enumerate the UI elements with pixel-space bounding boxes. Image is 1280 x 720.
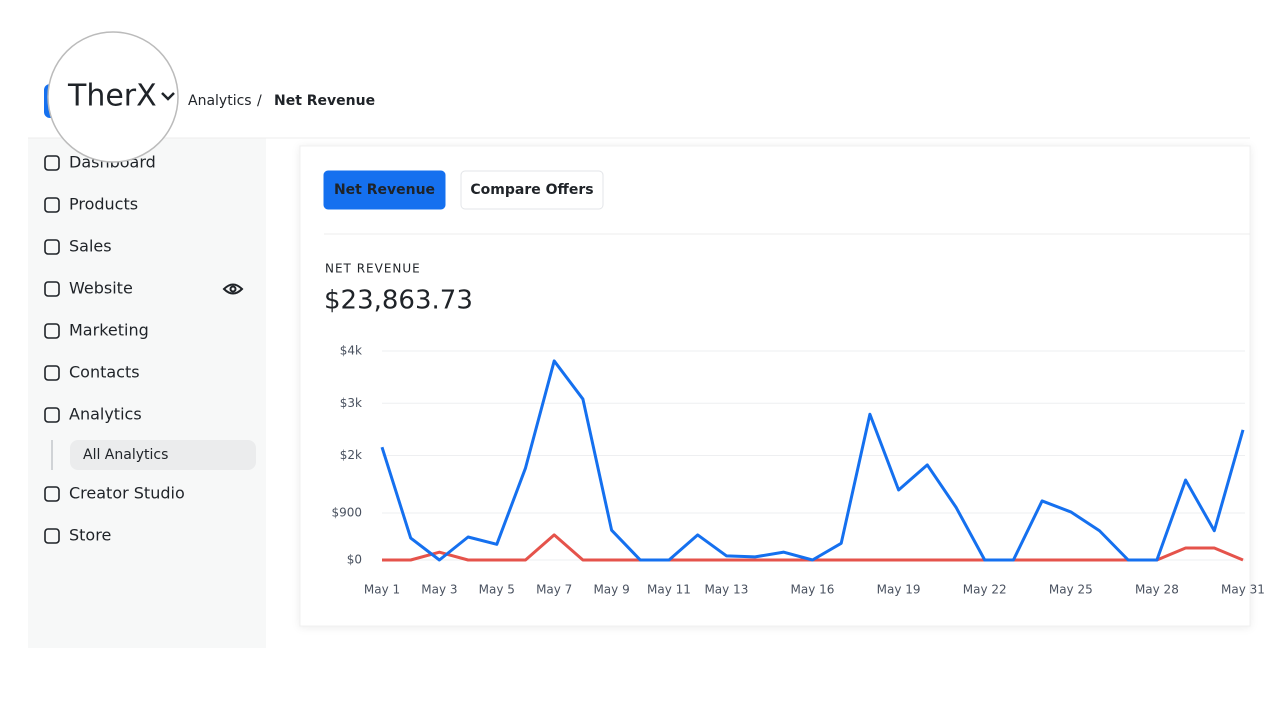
chart-total: $23,863.73 xyxy=(324,286,473,316)
x-tick-label: May 7 xyxy=(536,583,572,597)
nav-subitem-bg xyxy=(70,440,256,470)
x-tick-label: May 22 xyxy=(963,583,1007,597)
y-tick-label: $2k xyxy=(340,448,362,462)
x-tick-label: May 11 xyxy=(647,583,691,597)
nav-item[interactable]: Store xyxy=(69,526,111,545)
breadcrumb-item[interactable]: Analytics xyxy=(188,93,252,109)
magnifier xyxy=(47,31,179,163)
breadcrumb-separator: / xyxy=(257,93,262,109)
x-tick-label: May 9 xyxy=(593,583,629,597)
x-tick-label: May 28 xyxy=(1135,583,1179,597)
tab-label[interactable]: Net Revenue xyxy=(334,182,435,198)
nav-item[interactable]: Sales xyxy=(69,237,112,256)
nav-item[interactable]: Website xyxy=(69,279,133,298)
nav-item[interactable]: Analytics xyxy=(69,405,142,424)
x-tick-label: May 25 xyxy=(1049,583,1093,597)
nav-icon xyxy=(44,197,60,213)
tab-button[interactable] xyxy=(460,170,604,210)
nav-icon xyxy=(44,528,60,544)
nav-icon xyxy=(44,407,60,423)
nav-icon xyxy=(44,281,60,297)
nav-icon xyxy=(44,323,60,339)
chart-title: NET REVENUE xyxy=(325,262,421,276)
x-tick-label: May 13 xyxy=(704,583,748,597)
nav-icon xyxy=(44,155,60,171)
x-tick-label: May 3 xyxy=(421,583,457,597)
x-tick-label: May 19 xyxy=(877,583,921,597)
x-tick-label: May 1 xyxy=(364,583,400,597)
sidebar xyxy=(28,138,266,648)
y-tick-label: $3k xyxy=(340,396,362,410)
y-tick-label: $0 xyxy=(347,553,362,567)
nav-item[interactable]: Marketing xyxy=(69,321,149,340)
tab-button[interactable] xyxy=(323,170,446,210)
nav-icon xyxy=(44,239,60,255)
y-tick-label: $4k xyxy=(340,344,362,358)
x-tick-label: May 5 xyxy=(479,583,515,597)
revenue-line xyxy=(380,359,1245,562)
x-tick-label: May 31 xyxy=(1221,583,1265,597)
breadcrumb-item: Net Revenue xyxy=(274,93,375,109)
chevron xyxy=(161,92,175,101)
y-tick-label: $900 xyxy=(331,505,362,519)
nav-icon xyxy=(44,486,60,502)
x-tick-label: May 16 xyxy=(791,583,835,597)
nav-item[interactable]: Creator Studio xyxy=(69,484,185,503)
nav-item[interactable]: Contacts xyxy=(69,363,140,382)
eye-icon[interactable] xyxy=(222,283,244,295)
nav-icon xyxy=(44,365,60,381)
tab-label[interactable]: Compare Offers xyxy=(470,182,593,198)
nav-item[interactable]: Products xyxy=(69,195,138,214)
brand[interactable]: TherX xyxy=(67,79,157,114)
nav-subitem[interactable]: All Analytics xyxy=(83,447,168,463)
